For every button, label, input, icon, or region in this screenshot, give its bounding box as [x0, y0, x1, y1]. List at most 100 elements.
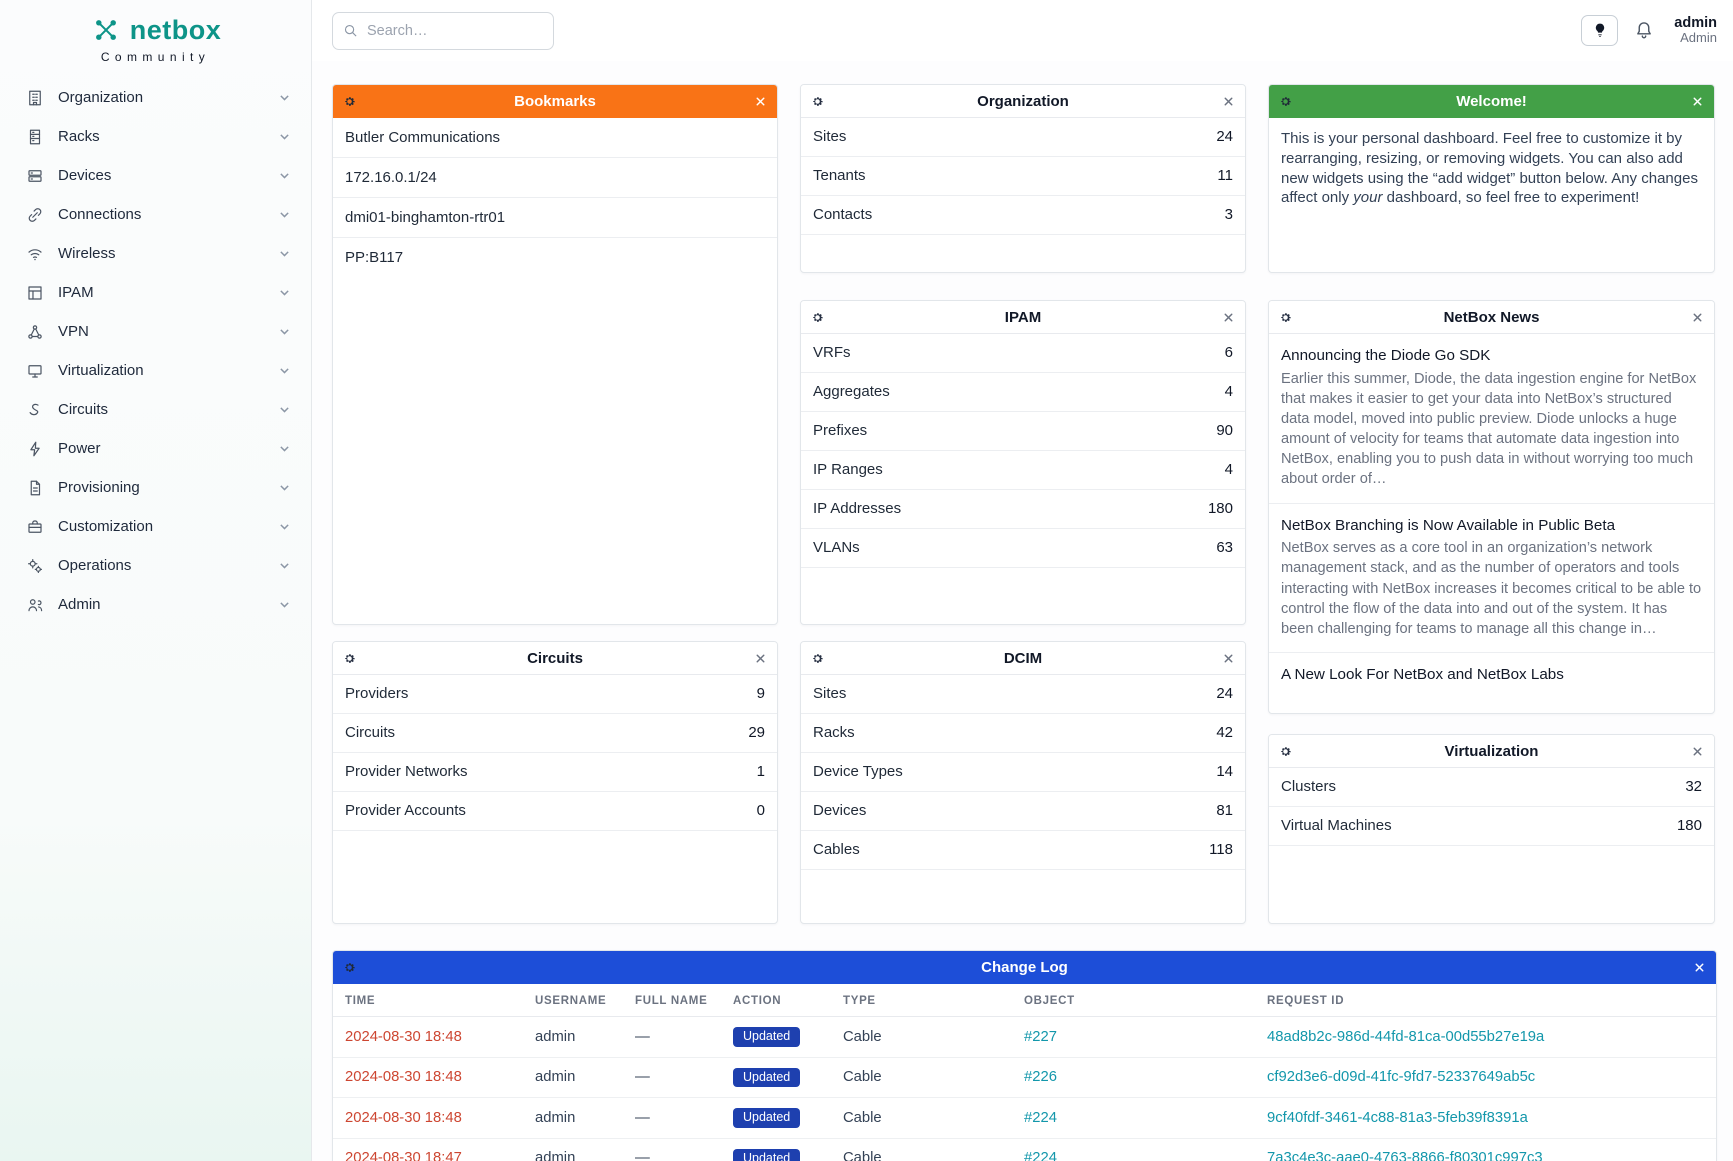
stat-row[interactable]: Prefixes 90: [801, 412, 1245, 451]
close-icon[interactable]: [1222, 652, 1235, 665]
close-icon[interactable]: [754, 95, 767, 108]
widget-title: NetBox News: [1443, 308, 1540, 326]
close-icon[interactable]: [754, 652, 767, 665]
users-icon: [26, 595, 45, 614]
gear-icon[interactable]: [1279, 95, 1292, 108]
stat-row[interactable]: Device Types 14: [801, 753, 1245, 792]
stat-value: 14: [1216, 763, 1233, 780]
table-row: 2024-08-30 18:48 admin — Updated Cable #…: [333, 1097, 1716, 1139]
widget-header: DCIM: [801, 642, 1245, 675]
close-icon[interactable]: [1691, 311, 1704, 324]
gear-icon[interactable]: [343, 961, 356, 974]
stat-row[interactable]: Contacts 3: [801, 196, 1245, 235]
changelog-time-link[interactable]: 2024-08-30 18:47: [345, 1150, 462, 1161]
close-icon[interactable]: [1222, 95, 1235, 108]
bookmark-item[interactable]: 172.16.0.1/24: [333, 158, 777, 198]
gear-icon[interactable]: [811, 652, 824, 665]
sidebar-item-organization[interactable]: Organization: [0, 78, 311, 117]
chevron-down-icon: [278, 286, 291, 299]
lightbulb-icon: [1595, 24, 1604, 38]
changelog-time-link[interactable]: 2024-08-30 18:48: [345, 1069, 462, 1086]
stat-row[interactable]: VLANs 63: [801, 529, 1245, 568]
gear-icon[interactable]: [1279, 311, 1292, 324]
sidebar-item-wireless[interactable]: Wireless: [0, 234, 311, 273]
stat-row[interactable]: Tenants 11: [801, 157, 1245, 196]
changelog-time-link[interactable]: 2024-08-30 18:48: [345, 1028, 462, 1045]
stat-row[interactable]: Devices 81: [801, 792, 1245, 831]
sidebar-item-connections[interactable]: Connections: [0, 195, 311, 234]
gear-icon[interactable]: [1279, 745, 1292, 758]
stat-value: 63: [1216, 539, 1233, 556]
network-icon: [26, 322, 45, 341]
stat-row[interactable]: VRFs 6: [801, 334, 1245, 373]
gears-icon: [26, 556, 45, 575]
stat-row[interactable]: Virtual Machines 180: [1269, 807, 1714, 846]
widget-header: Bookmarks: [333, 85, 777, 118]
theme-toggle-button[interactable]: [1581, 14, 1619, 46]
stat-row[interactable]: Clusters 32: [1269, 768, 1714, 807]
sidebar-item-power[interactable]: Power: [0, 429, 311, 468]
devices-icon: [26, 166, 45, 185]
changelog-type: Cable: [831, 1097, 1012, 1139]
search-input[interactable]: [332, 11, 554, 50]
table-row: 2024-08-30 18:48 admin — Updated Cable #…: [333, 1057, 1716, 1098]
close-icon[interactable]: [1222, 311, 1235, 324]
close-icon[interactable]: [1691, 95, 1704, 108]
sidebar-item-racks[interactable]: Racks: [0, 117, 311, 156]
sidebar-item-ipam[interactable]: IPAM: [0, 273, 311, 312]
changelog-object-link[interactable]: #227: [1024, 1028, 1057, 1045]
sidebar-item-vpn[interactable]: VPN: [0, 312, 311, 351]
stat-label: IP Ranges: [813, 461, 883, 478]
changelog-request-id-link[interactable]: 9cf40fdf-3461-4c88-81a3-5feb39f8391a: [1267, 1109, 1528, 1126]
changelog-time-link[interactable]: 2024-08-30 18:48: [345, 1109, 462, 1126]
bookmark-item[interactable]: dmi01-binghamton-rtr01: [333, 198, 777, 238]
stat-row[interactable]: Racks 42: [801, 714, 1245, 753]
changelog-object-link[interactable]: #224: [1024, 1150, 1057, 1161]
close-icon[interactable]: [1693, 961, 1706, 974]
changelog-object-link[interactable]: #226: [1024, 1069, 1057, 1086]
stat-label: Device Types: [813, 763, 903, 780]
wave-icon: [26, 400, 45, 419]
changelog-request-id-link[interactable]: 48ad8b2c-986d-44fd-81ca-00d55b27e19a: [1267, 1028, 1545, 1045]
sidebar-item-devices[interactable]: Devices: [0, 156, 311, 195]
notifications-button[interactable]: [1632, 18, 1656, 42]
bookmark-item[interactable]: Butler Communications: [333, 118, 777, 158]
changelog-request-id-link[interactable]: 7a3c4e3c-aae0-4763-8866-f80301c997c3: [1267, 1150, 1543, 1161]
changelog-full-name: —: [623, 1138, 721, 1161]
stat-value: 9: [756, 685, 765, 702]
sidebar-item-operations[interactable]: Operations: [0, 546, 311, 585]
sidebar-item-admin[interactable]: Admin: [0, 585, 311, 624]
stat-row[interactable]: Cables 118: [801, 831, 1245, 870]
sidebar-menu: Organization Racks Devices Connections W…: [0, 78, 311, 624]
widget-title: Circuits: [527, 649, 583, 667]
news-headline-link[interactable]: Announcing the Diode Go SDK: [1281, 347, 1491, 364]
stat-label: Virtual Machines: [1281, 817, 1392, 834]
changelog-object-link[interactable]: #224: [1024, 1109, 1057, 1126]
news-headline-link[interactable]: A New Look For NetBox and NetBox Labs: [1281, 665, 1564, 683]
sidebar-item-virtualization[interactable]: Virtualization: [0, 351, 311, 390]
gear-icon[interactable]: [343, 652, 356, 665]
stat-row[interactable]: Aggregates 4: [801, 373, 1245, 412]
stat-row[interactable]: Providers 9: [333, 675, 777, 714]
stat-row[interactable]: Provider Accounts 0: [333, 792, 777, 831]
close-icon[interactable]: [1691, 745, 1704, 758]
gear-icon[interactable]: [811, 311, 824, 324]
sidebar-item-circuits[interactable]: Circuits: [0, 390, 311, 429]
user-menu[interactable]: admin Admin: [1670, 15, 1717, 47]
gear-icon[interactable]: [811, 95, 824, 108]
sidebar-item-customization[interactable]: Customization: [0, 507, 311, 546]
bookmark-item[interactable]: PP:B117: [345, 248, 404, 266]
stat-row[interactable]: IP Addresses 180: [801, 490, 1245, 529]
chevron-down-icon: [278, 208, 291, 221]
gear-icon[interactable]: [343, 95, 356, 108]
stat-row[interactable]: Circuits 29: [333, 714, 777, 753]
stat-value: 11: [1217, 167, 1233, 184]
stat-row[interactable]: IP Ranges 4: [801, 451, 1245, 490]
sidebar-item-provisioning[interactable]: Provisioning: [0, 468, 311, 507]
changelog-request-id-link[interactable]: cf92d3e6-d09d-41fc-9fd7-52337649ab5c: [1267, 1069, 1536, 1086]
stat-row[interactable]: Provider Networks 1: [333, 753, 777, 792]
stat-row[interactable]: Sites 24: [801, 118, 1245, 157]
netbox-logo[interactable]: netbox Community: [0, 0, 311, 64]
stat-row[interactable]: Sites 24: [801, 675, 1245, 714]
news-headline-link[interactable]: NetBox Branching is Now Available in Pub…: [1281, 516, 1616, 534]
